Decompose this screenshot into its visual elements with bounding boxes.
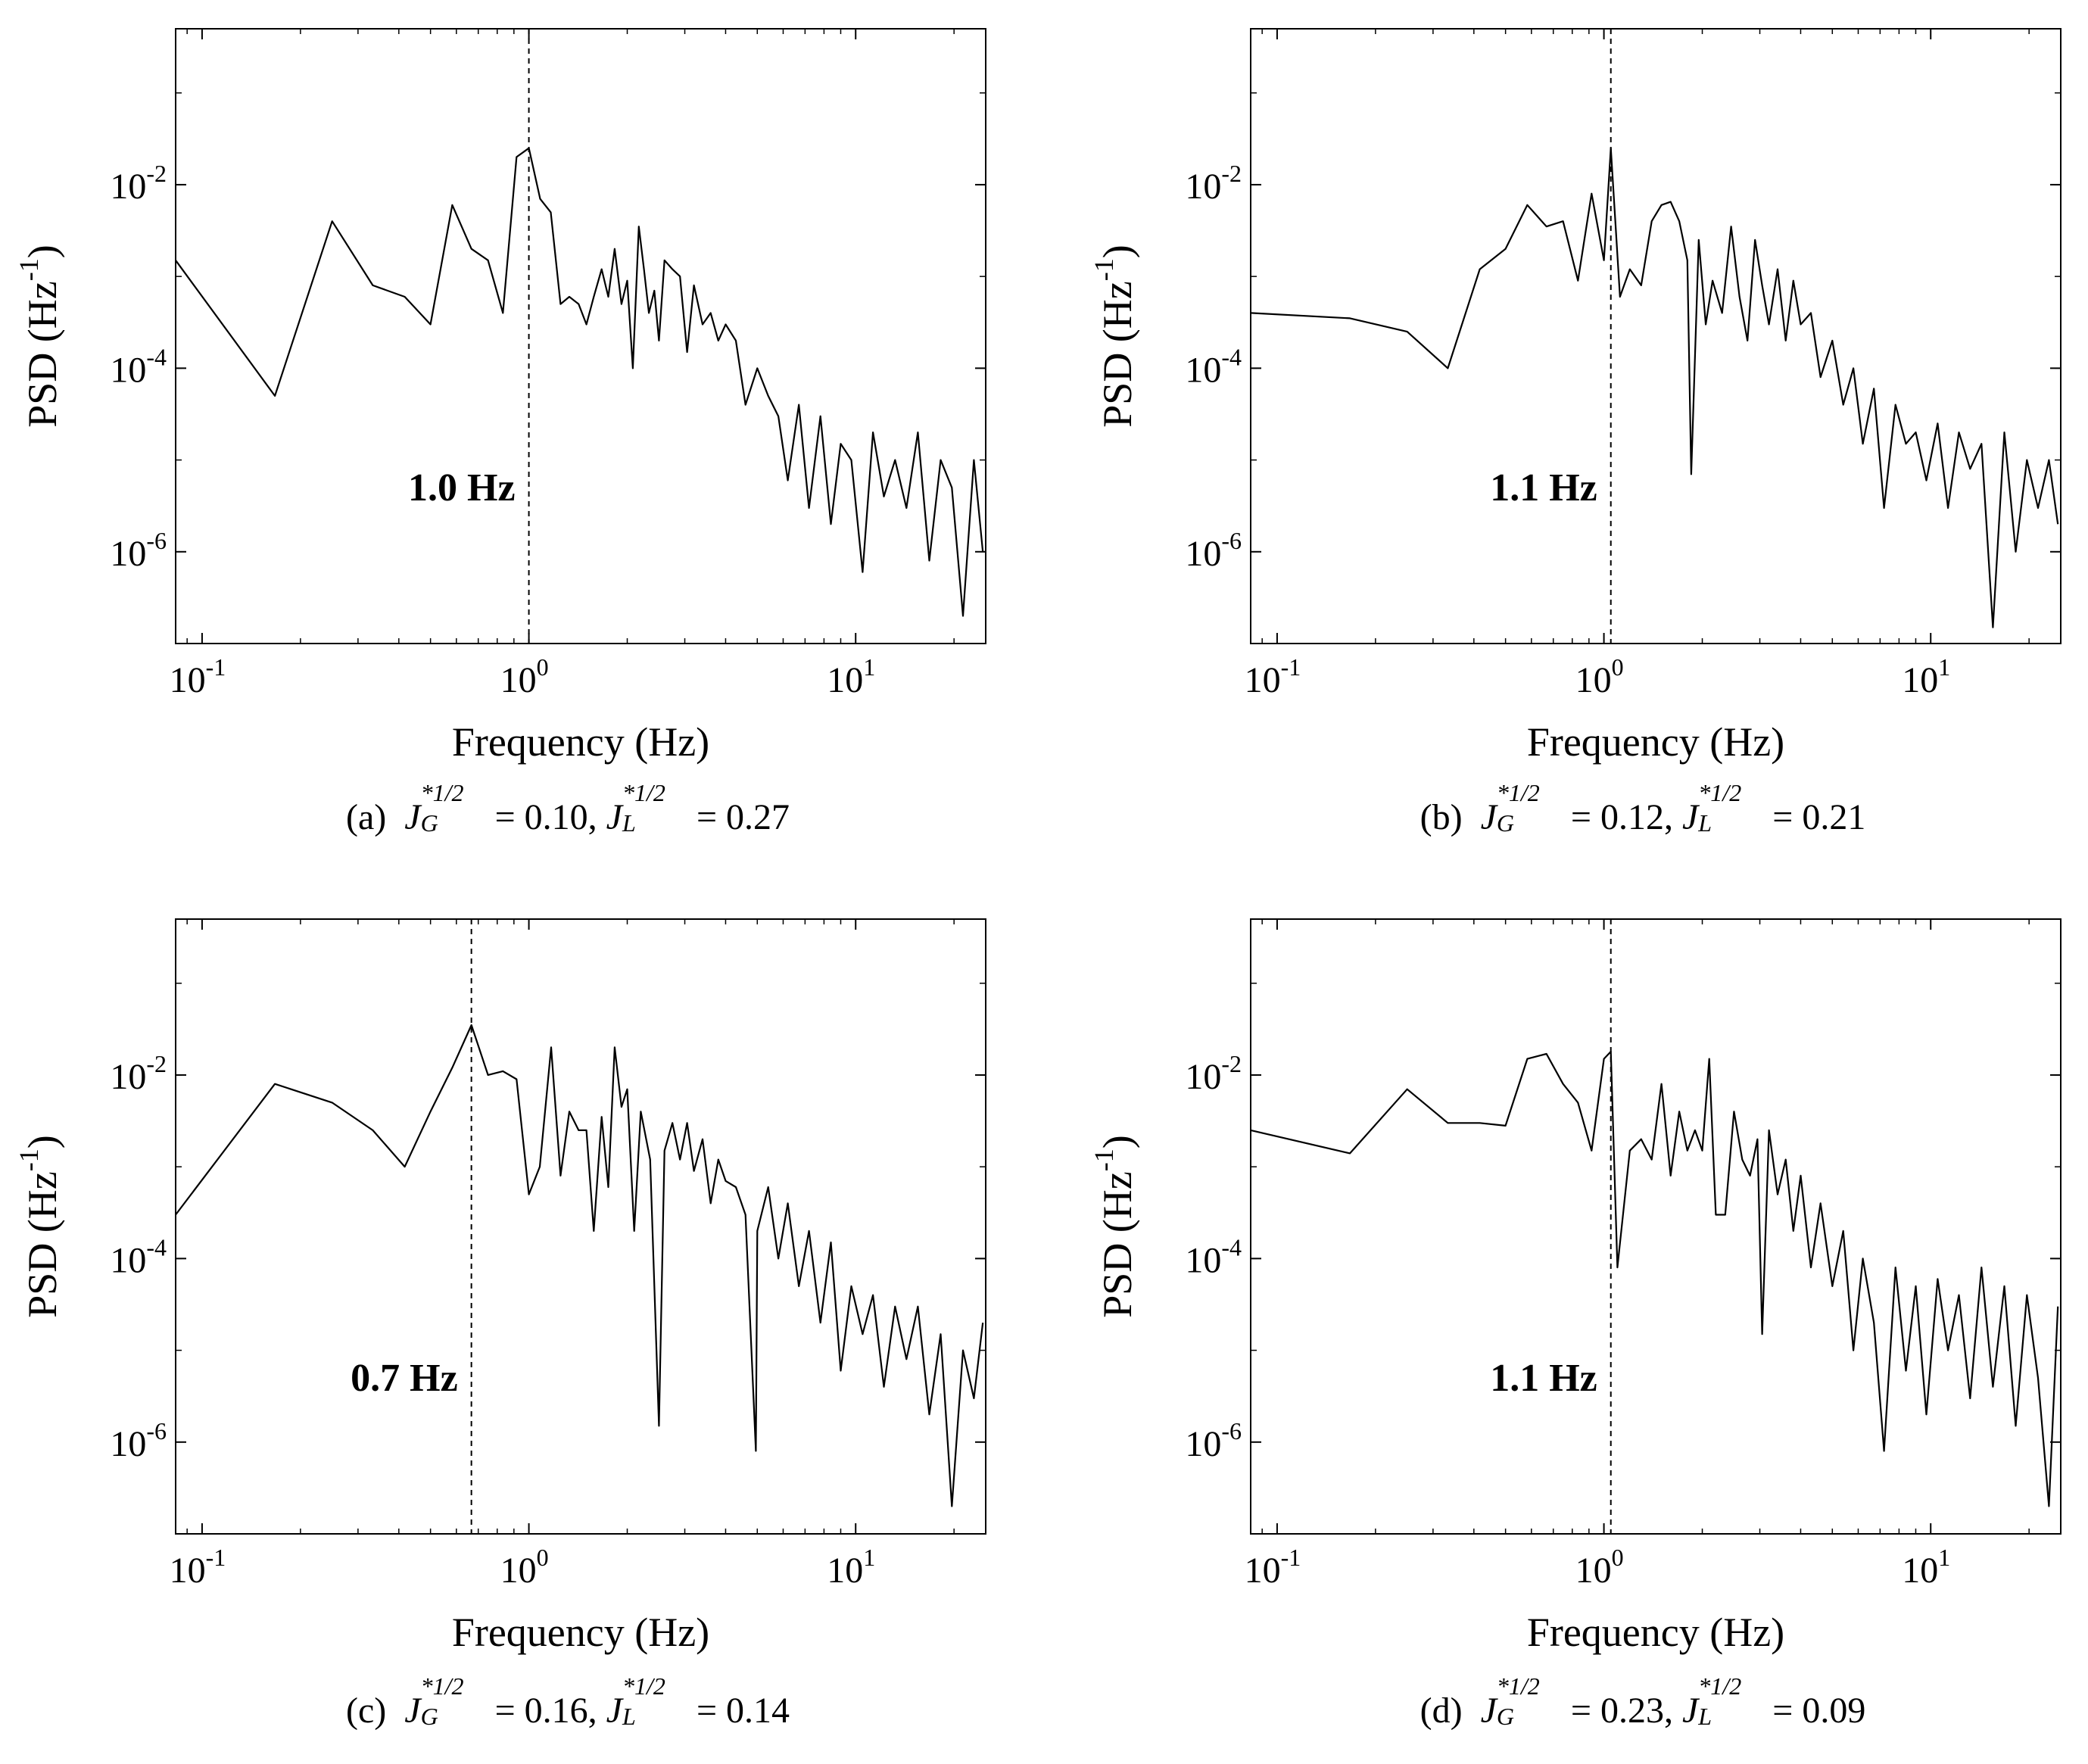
y-tick-label-b-0: 10-6: [1185, 527, 1242, 574]
panel-c: 10-1 100 101 10-6 10-4 10-2 Frequency (Hz) PSD …: [14, 918, 986, 1655]
y-tick-label-c-0: 10-6: [110, 1417, 167, 1464]
peak-annotation-b: 1.1 Hz: [1490, 466, 1597, 510]
peak-annotation-d: 1.1 Hz: [1490, 1357, 1597, 1400]
axes-box-d: [1250, 918, 2062, 1535]
x-tick-label-b-2: 101: [1902, 653, 1950, 700]
caption-b: (b) J *1/2 G = 0.12, J *1/2 L = 0.21: [1420, 779, 1866, 837]
x-tick-label-b-1: 100: [1575, 653, 1624, 700]
x-tick-label-d-0: 10-1: [1245, 1544, 1301, 1591]
x-tick-label-d-2: 101: [1902, 1544, 1950, 1591]
panel-b: 10-1 100 101 10-6 10-4 10-2 Frequency (Hz) PSD …: [1089, 28, 2062, 765]
y-tick-label-d-2: 10-2: [1185, 1050, 1242, 1097]
y-tick-label-d-1: 10-4: [1185, 1233, 1242, 1280]
psd-series-line-a: [175, 147, 984, 617]
y-tick-label-b-2: 10-2: [1185, 160, 1242, 207]
x-axis-label-d: Frequency (Hz): [1527, 1610, 1784, 1655]
y-tick-label-b-1: 10-4: [1185, 343, 1242, 390]
y-axis-label-a: PSD (Hz-1): [14, 245, 65, 428]
y-tick-label-c-1: 10-4: [110, 1233, 167, 1280]
x-axis-label-a: Frequency (Hz): [452, 719, 709, 765]
caption-c: (c) J *1/2 G = 0.16, J *1/2 L = 0.14: [345, 1672, 790, 1731]
x-tick-label-d-1: 100: [1575, 1544, 1624, 1591]
axes-box-c: [175, 918, 986, 1535]
x-tick-label-b-0: 10-1: [1245, 653, 1301, 700]
axes-box-b: [1250, 28, 2062, 644]
y-axis-label-c: PSD (Hz-1): [14, 1135, 65, 1318]
y-tick-label-c-2: 10-2: [110, 1050, 167, 1097]
caption-a: (a) J *1/2 G = 0.10, J *1/2 L = 0.27: [345, 779, 790, 837]
y-axis-label-d: PSD (Hz-1): [1089, 1135, 1140, 1318]
peak-annotation-c: 0.7 Hz: [351, 1357, 458, 1400]
x-tick-label-c-2: 101: [827, 1544, 875, 1591]
panel-a: 10-1 100 101 10-6 10-4 10-2 Frequency (Hz) PSD …: [14, 28, 986, 765]
x-tick-label-c-1: 100: [500, 1544, 549, 1591]
psd-series-line-b: [1250, 147, 2059, 628]
x-tick-label-a-0: 10-1: [170, 653, 226, 700]
y-tick-label-a-2: 10-2: [110, 160, 167, 207]
x-tick-label-a-2: 101: [827, 653, 875, 700]
y-tick-label-a-0: 10-6: [110, 527, 167, 574]
y-axis-label-b: PSD (Hz-1): [1089, 245, 1140, 428]
x-axis-label-c: Frequency (Hz): [452, 1610, 709, 1655]
psd-series-line-d: [1250, 1050, 2059, 1507]
peak-annotation-a: 1.0 Hz: [408, 466, 516, 510]
caption-d: (d) J *1/2 G = 0.23, J *1/2 L = 0.09: [1420, 1672, 1866, 1731]
x-tick-label-c-0: 10-1: [170, 1544, 226, 1591]
y-tick-label-a-1: 10-4: [110, 343, 167, 390]
axes-box-a: [175, 28, 986, 644]
x-axis-label-b: Frequency (Hz): [1527, 719, 1784, 765]
panel-d: 10-1 100 101 10-6 10-4 10-2 Frequency (Hz) PSD …: [1089, 918, 2062, 1655]
y-tick-label-d-0: 10-6: [1185, 1417, 1242, 1464]
psd-series-line-c: [175, 1024, 984, 1507]
x-tick-label-a-1: 100: [500, 653, 549, 700]
